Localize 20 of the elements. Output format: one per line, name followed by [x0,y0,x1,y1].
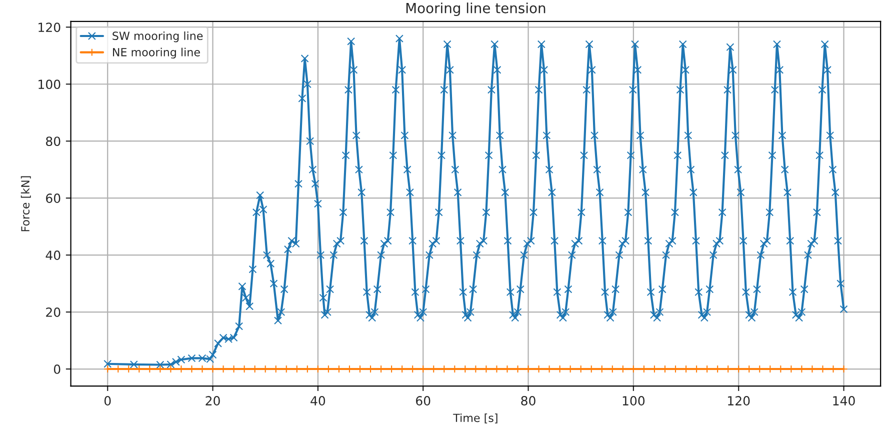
x-tick-label: 0 [104,396,111,406]
x-tick-label: 40 [310,396,326,406]
x-axis-title: Time [s] [453,413,498,424]
x-tick-label: 120 [728,396,750,406]
y-tick-label: 0 [54,364,60,374]
legend-label: SW mooring line [112,31,203,42]
y-tick-label: 20 [46,308,60,317]
y-tick-label: 120 [38,22,60,32]
y-tick-label: 100 [38,80,60,90]
x-tick-label: 60 [416,396,430,406]
y-axis-title: Force [kN] [20,176,31,232]
x-tick-label: 80 [521,396,536,406]
legend-label: NE mooring line [113,48,200,59]
chart-title: Mooring line tension [406,2,546,16]
x-tick-label: 100 [622,396,645,406]
y-tick-label: 80 [46,136,60,146]
y-tick-label: 60 [46,194,60,204]
x-tick-label: 140 [833,396,855,406]
x-tick-label: 20 [206,396,220,406]
y-tick-label: 40 [46,250,60,260]
